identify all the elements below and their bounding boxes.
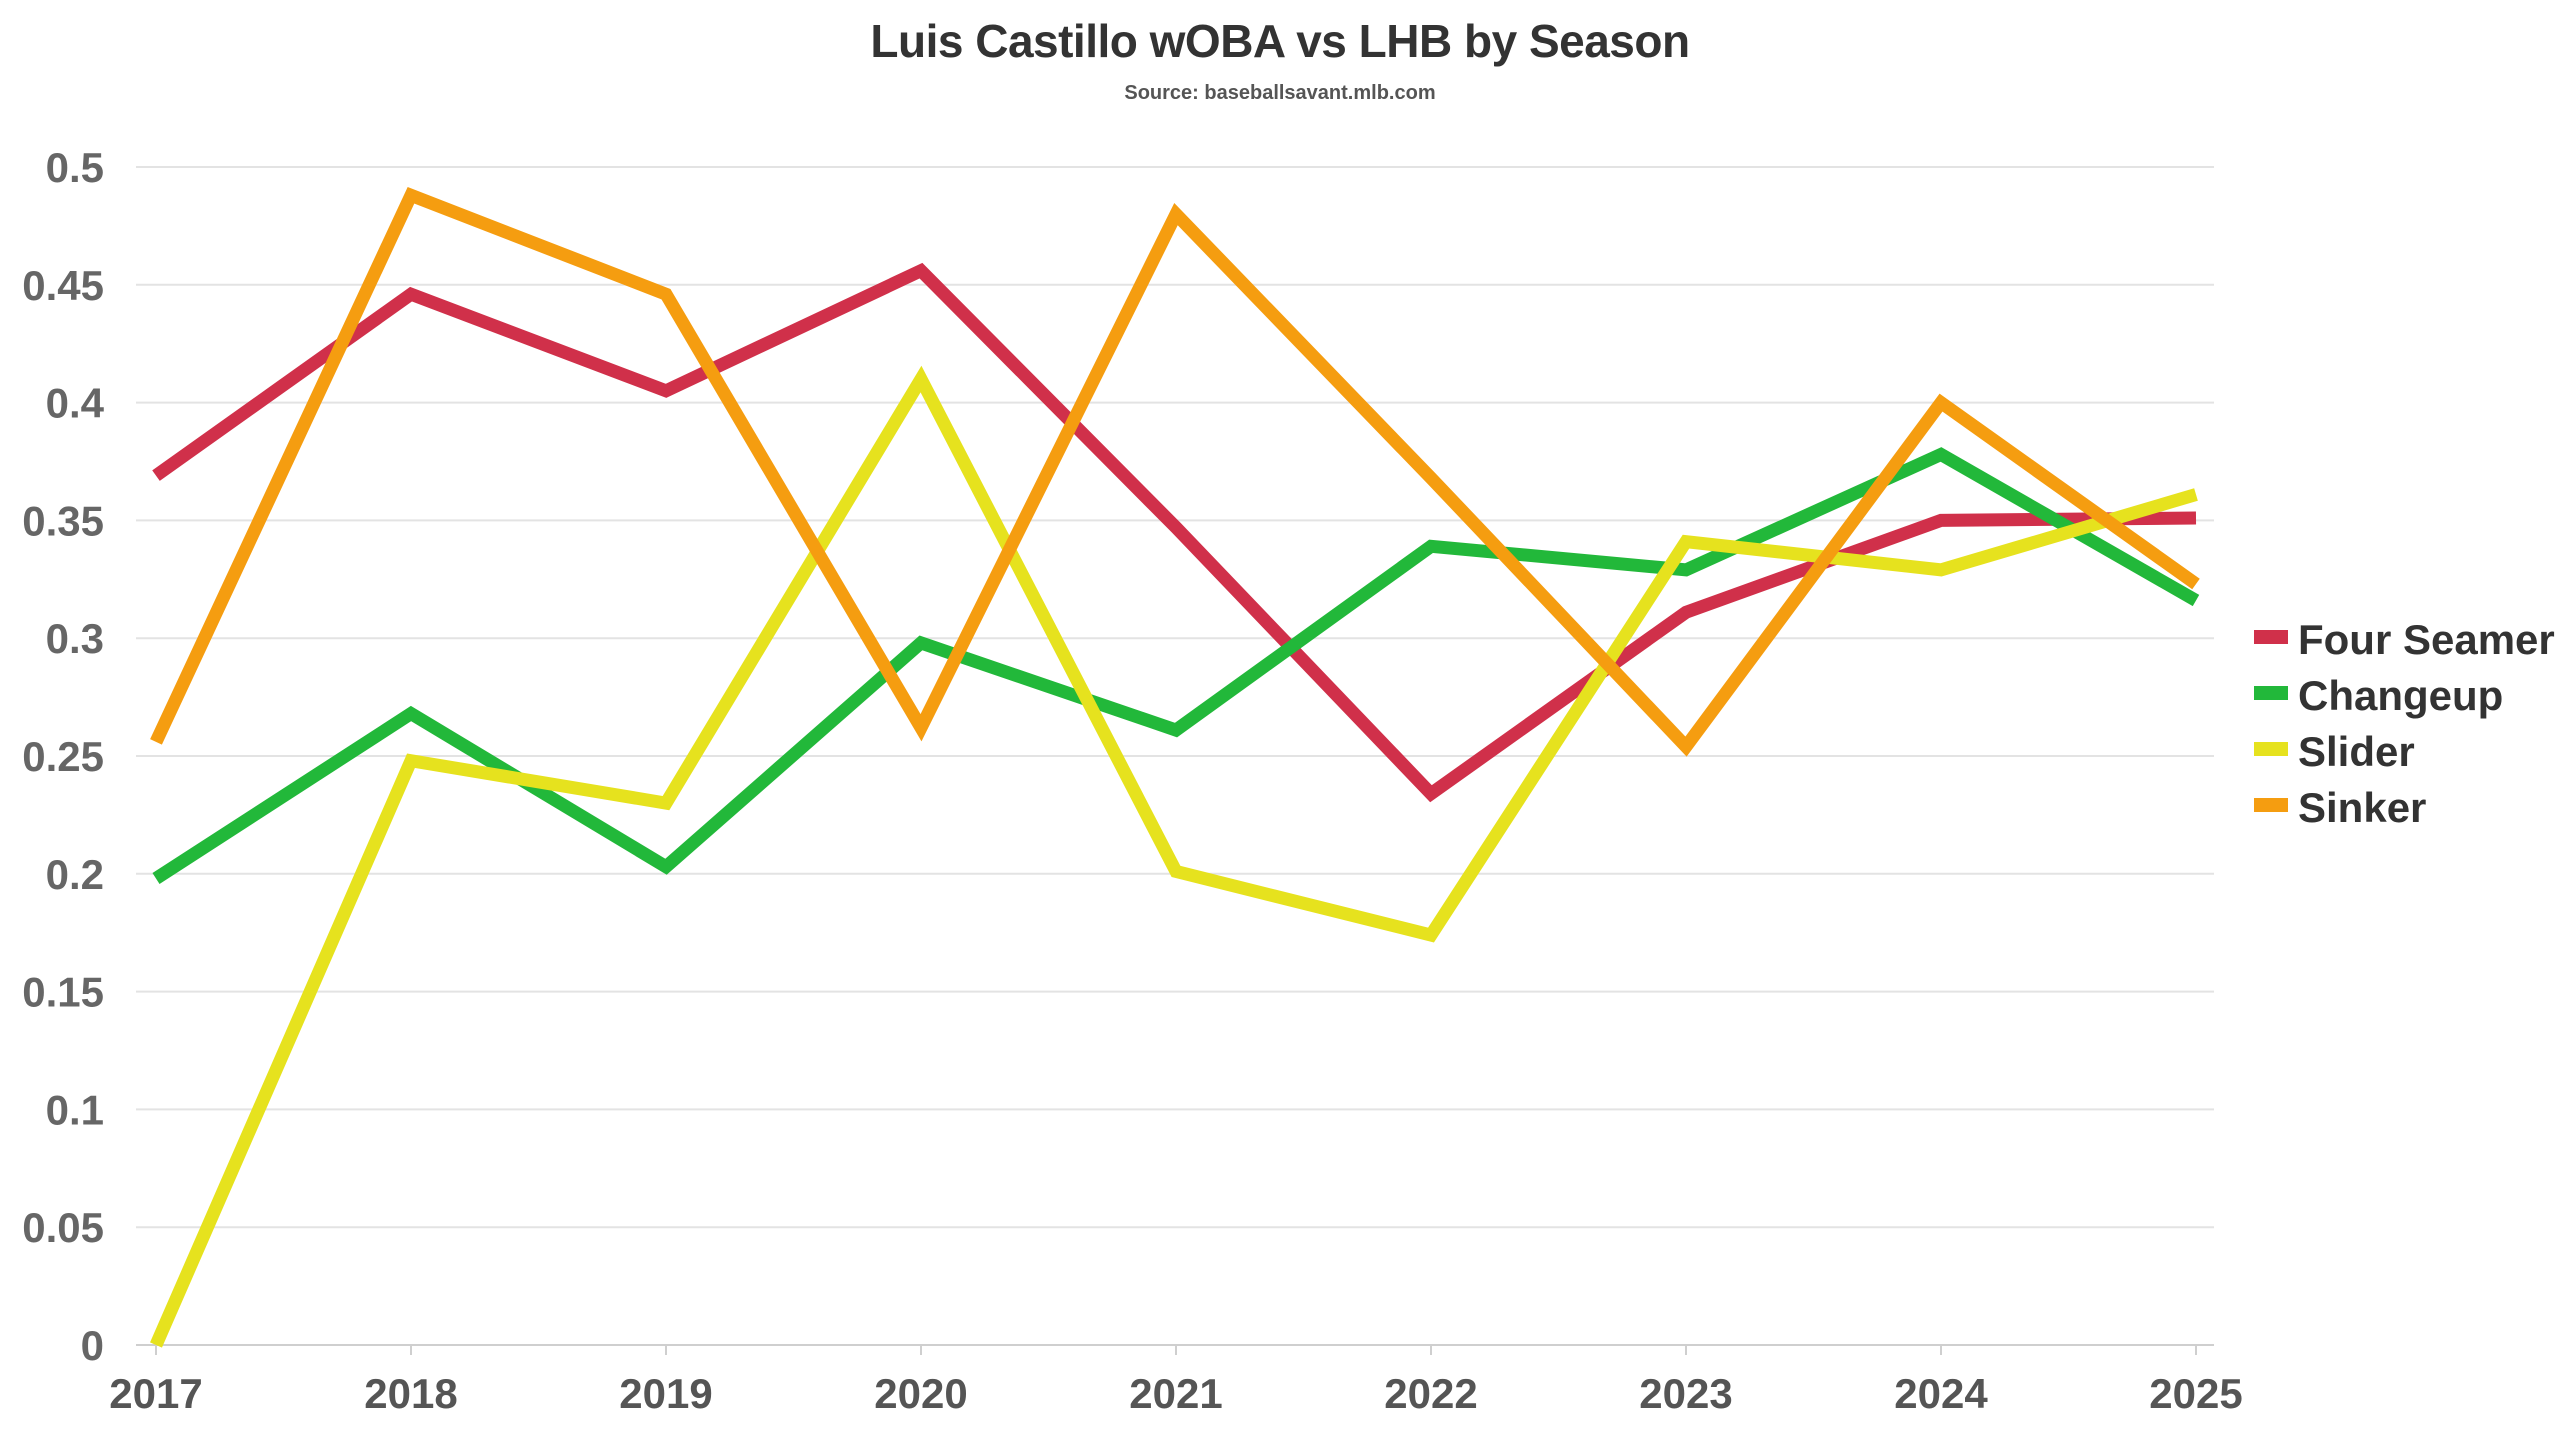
legend-swatch <box>2254 630 2288 644</box>
y-tick-label: 0.5 <box>46 144 104 191</box>
x-tick-label: 2022 <box>1384 1370 1477 1417</box>
y-tick-label: 0.3 <box>46 615 104 662</box>
y-tick-label: 0.35 <box>22 497 104 544</box>
series-line-changeup <box>152 447 2200 884</box>
y-tick-label: 0 <box>81 1322 104 1369</box>
series-line-four-seamer <box>152 262 2197 803</box>
legend-label: Slider <box>2298 728 2415 775</box>
axes: 0 0.05 0.1 0.15 0.2 0.25 0.3 0.35 0.4 0.45 0.5 2017… <box>22 144 2242 1417</box>
x-tick-label: 2021 <box>1129 1370 1222 1417</box>
x-tick-label: 2023 <box>1639 1370 1732 1417</box>
gridlines <box>136 166 2214 1229</box>
legend-label: Changeup <box>2298 672 2503 719</box>
legend-label: Sinker <box>2298 784 2426 831</box>
y-tick-label: 0.4 <box>46 380 105 427</box>
chart-subtitle: Source: baseballsavant.mlb.com <box>1124 82 1436 104</box>
legend-swatch <box>2254 798 2288 812</box>
legend: Four Seamer Changeup Slider Sinker <box>2254 616 2555 831</box>
y-tick-label: 0.2 <box>46 851 104 898</box>
x-tick-label: 2019 <box>619 1370 712 1417</box>
y-tick-label: 0.05 <box>22 1204 104 1251</box>
y-tick-label: 0.15 <box>22 969 104 1016</box>
x-tick-label: 2020 <box>874 1370 967 1417</box>
series-line-sinker <box>150 187 2200 757</box>
chart-title: Luis Castillo wOBA vs LHB by Season <box>870 15 1690 67</box>
x-tick-label: 2017 <box>109 1370 202 1417</box>
y-tick-label: 0.25 <box>22 733 104 780</box>
x-tick-label: 2025 <box>2149 1370 2242 1417</box>
x-tick-label: 2018 <box>364 1370 457 1417</box>
series-lines <box>150 187 2200 1348</box>
y-tick-label: 0.1 <box>46 1086 104 1133</box>
x-tick-label: 2024 <box>1894 1370 1988 1417</box>
legend-label: Four Seamer <box>2298 616 2555 663</box>
series-line-slider <box>150 365 2198 1348</box>
legend-swatch <box>2254 686 2288 700</box>
legend-swatch <box>2254 742 2288 756</box>
y-tick-label: 0.45 <box>22 262 104 309</box>
